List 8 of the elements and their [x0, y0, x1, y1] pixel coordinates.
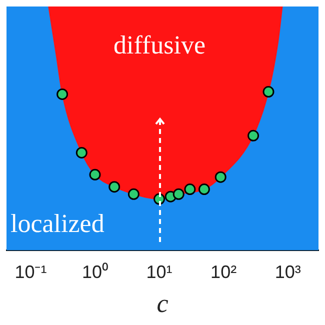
x-tick-label: 10³ [274, 262, 301, 282]
x-tick-label: 10⁻¹ [14, 262, 47, 282]
annotation: diffusive [114, 30, 206, 60]
x-axis-title: c [156, 289, 169, 318]
annotation: localized [10, 209, 104, 238]
x-tick-label: 10¹ [146, 262, 172, 282]
x-tick-label: 10² [210, 262, 237, 282]
x-tick-label: 10⁰ [82, 262, 108, 282]
